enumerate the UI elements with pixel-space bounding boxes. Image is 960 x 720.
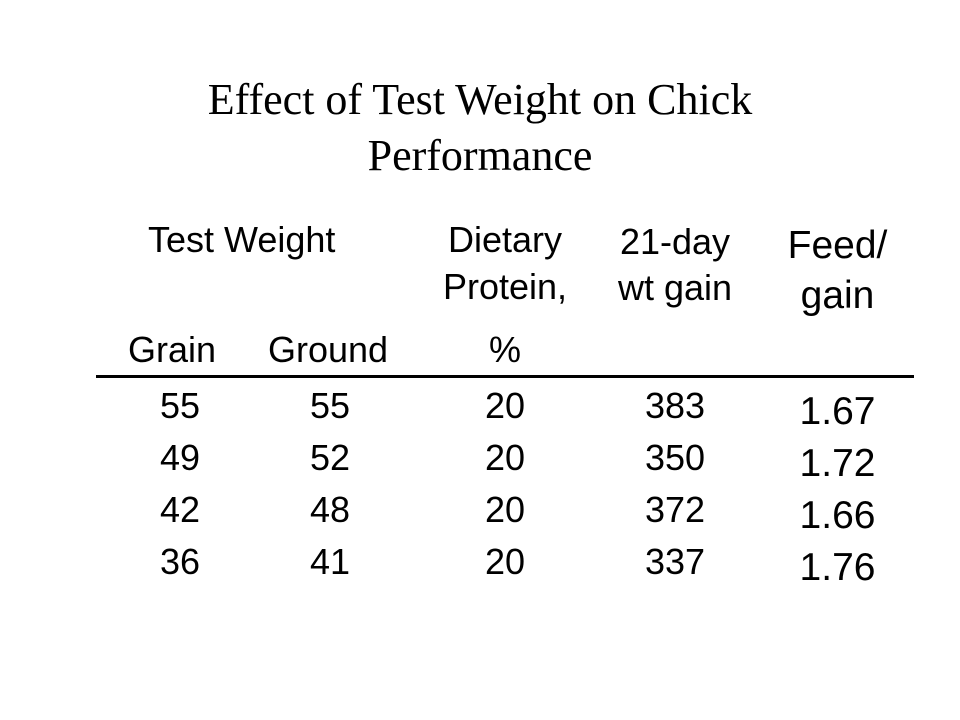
cell-grain: 55 [159, 385, 201, 426]
cell-grain: 36 [159, 541, 201, 582]
cell-feed-gain: 1.66 [799, 494, 876, 537]
slide-title: Effect of Test Weight on Chick Performan… [0, 72, 960, 184]
slide-title-line-2: Performance [367, 131, 593, 180]
cell-protein: 20 [484, 489, 526, 530]
slide-title-line-1: Effect of Test Weight on Chick [207, 75, 753, 124]
header-dietary-line-1: Dietary [447, 219, 563, 260]
cell-protein: 20 [484, 437, 526, 478]
cell-feed-gain: 1.76 [799, 546, 876, 589]
cell-wt-gain: 337 [644, 541, 706, 582]
header-percent-unit: % [488, 329, 521, 370]
cell-ground: 48 [309, 489, 351, 530]
cell-wt-gain: 383 [644, 385, 706, 426]
header-divider [96, 375, 914, 378]
cell-grain: 42 [159, 489, 201, 530]
header-feed-line-2: gain [800, 274, 875, 317]
cell-protein: 20 [484, 385, 526, 426]
cell-ground: 41 [309, 541, 351, 582]
cell-wt-gain: 350 [644, 437, 706, 478]
header-gain-line-2: wt gain [617, 267, 733, 308]
cell-ground: 52 [309, 437, 351, 478]
header-dietary-line-2: Protein, [442, 266, 568, 307]
cell-protein: 20 [484, 541, 526, 582]
header-ground: Ground [268, 329, 389, 370]
header-test-weight: Test Weight [148, 219, 336, 260]
cell-ground: 55 [309, 385, 351, 426]
cell-feed-gain: 1.67 [799, 390, 876, 433]
header-grain: Grain [128, 329, 217, 370]
header-feed-line-1: Feed/ [787, 224, 888, 267]
cell-feed-gain: 1.72 [799, 442, 876, 485]
header-gain-line-1: 21-day [619, 221, 731, 262]
cell-grain: 49 [159, 437, 201, 478]
cell-wt-gain: 372 [644, 489, 706, 530]
